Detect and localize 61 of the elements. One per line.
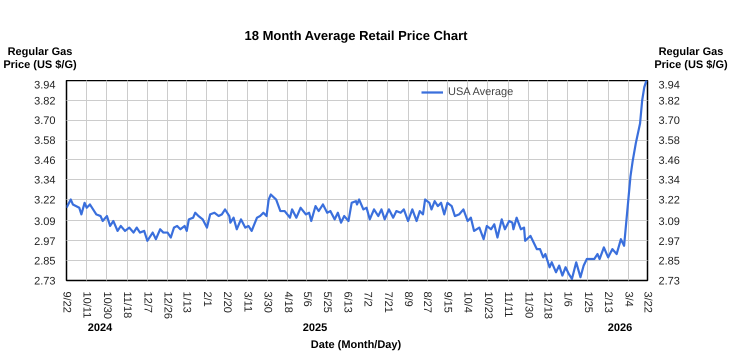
y2-tick-label: 2.73 bbox=[658, 276, 680, 288]
y2-tick-label: 3.82 bbox=[658, 95, 680, 108]
y2-tick-label: 3.70 bbox=[658, 115, 680, 128]
y-tick-label: 3.34 bbox=[34, 174, 56, 187]
x-tick-label: 10/30 bbox=[100, 292, 113, 320]
x-tick-label: 11/18 bbox=[121, 292, 134, 318]
y-tick-label: 3.22 bbox=[34, 194, 56, 207]
y-tick-label: 2.97 bbox=[34, 236, 56, 248]
x-tick-label: 7/21 bbox=[382, 292, 394, 313]
y2-tick-label: 3.94 bbox=[658, 80, 680, 92]
text: 2025 bbox=[302, 322, 328, 335]
y2-tick-label: 3.22 bbox=[658, 194, 680, 207]
x-tick-label: 8/9 bbox=[402, 292, 414, 307]
y-tick-label: 3.82 bbox=[34, 95, 56, 108]
x-tick-label: 10/4 bbox=[462, 292, 474, 313]
x-axis-title: Date (Month/Day) bbox=[310, 339, 402, 352]
y-tick-label: 2.85 bbox=[34, 256, 56, 268]
x-tick-label: 9/22 bbox=[60, 292, 72, 313]
x-tick-label: 1/13 bbox=[180, 292, 193, 313]
y2-tick-label: 3.34 bbox=[658, 174, 680, 187]
x-tick-label: 12/7 bbox=[141, 292, 154, 313]
y-tick-label: 2.73 bbox=[34, 276, 56, 288]
x-tick-label: 3/11 bbox=[241, 292, 254, 312]
y2-tick-label: 2.85 bbox=[658, 256, 680, 268]
x-tick-label: 5/6 bbox=[300, 292, 313, 307]
y2-tick-label: 3.09 bbox=[658, 216, 680, 228]
x-tick-label: 2/13 bbox=[602, 292, 614, 313]
x-tick-label: 1/6 bbox=[562, 292, 574, 307]
x-tick-label: 4/18 bbox=[282, 292, 294, 313]
x-tick-label: 3/22 bbox=[642, 292, 654, 313]
x-tick-label: 11/11 bbox=[502, 292, 514, 318]
y-tick-label: 3.94 bbox=[34, 80, 56, 92]
x-tick-label: 10/11 bbox=[80, 292, 93, 318]
y2-tick-label: 3.58 bbox=[658, 135, 680, 148]
x-tick-label: 5/25 bbox=[321, 292, 334, 313]
x-tick-label: 10/23 bbox=[482, 292, 494, 320]
x-tick-label: 3/4 bbox=[622, 292, 634, 307]
x-tick-label: 12/26 bbox=[162, 292, 174, 320]
x-tick-label: 9/15 bbox=[441, 292, 454, 313]
x-tick-label: 1/25 bbox=[582, 292, 594, 313]
y-tick-label: 3.58 bbox=[34, 135, 56, 148]
x-tick-label: 7/2 bbox=[362, 292, 374, 307]
y2-axis-title: Regular Gas Price (US $/G) bbox=[653, 46, 729, 72]
x-tick-label: 2/1 bbox=[200, 292, 213, 307]
line-series bbox=[66, 80, 648, 280]
x-tick-label: 8/27 bbox=[421, 292, 434, 313]
x-tick-label: 3/30 bbox=[262, 292, 274, 313]
y-tick-label: 3.70 bbox=[34, 115, 56, 128]
text: 2024 bbox=[86, 322, 114, 335]
y-tick-label: 3.09 bbox=[34, 216, 56, 228]
x-tick-label: 12/18 bbox=[541, 292, 554, 320]
y-tick-label: 3.46 bbox=[34, 154, 56, 167]
x-tick-label: 2/20 bbox=[221, 292, 234, 313]
y2-tick-label: 3.46 bbox=[658, 154, 680, 167]
chart-title: 18 Month Average Retail Price Chart bbox=[244, 28, 468, 43]
x-tick-label: 11/30 bbox=[522, 292, 534, 318]
legend-label: USA Average bbox=[448, 86, 514, 98]
y2-tick-label: 2.97 bbox=[658, 236, 680, 248]
text: 2026 bbox=[606, 322, 634, 335]
x-tick-label: 6/13 bbox=[341, 292, 354, 313]
y-axis-title: Regular Gas Price (US $/G) bbox=[2, 46, 78, 72]
